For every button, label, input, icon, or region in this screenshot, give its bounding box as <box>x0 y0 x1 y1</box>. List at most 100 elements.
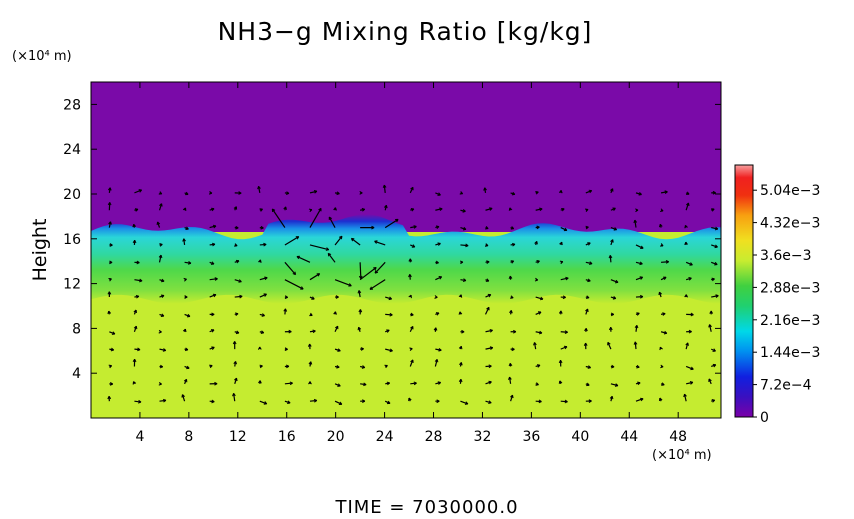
wind-vector <box>686 381 693 385</box>
wind-vector-head <box>458 378 463 383</box>
wind-vector <box>259 293 267 298</box>
wind-vector-head <box>438 347 442 352</box>
wind-vector <box>535 296 544 300</box>
wind-vector-head <box>708 324 712 328</box>
wind-vector-head <box>584 328 588 332</box>
wind-vector-head <box>513 329 517 334</box>
wind-vector <box>384 218 399 229</box>
vector-field <box>107 184 719 406</box>
wind-vector <box>460 244 469 247</box>
wind-vector-head <box>413 225 417 229</box>
wind-vector-head <box>284 347 288 352</box>
wind-vector-head <box>307 343 312 347</box>
wind-vector-head <box>538 399 542 404</box>
wind-vector-head <box>238 279 242 283</box>
wind-vector <box>685 365 694 370</box>
wind-vector-head <box>182 328 187 333</box>
wind-vector-head <box>185 191 189 196</box>
wind-vector-head <box>434 358 439 363</box>
y-tick-label: 4 <box>72 366 81 382</box>
wind-vector-head <box>683 393 687 398</box>
wind-vector-head <box>508 376 512 381</box>
wind-vector <box>369 279 386 290</box>
wind-vector-head <box>308 208 313 213</box>
wind-vector-head <box>234 243 238 247</box>
x-tick-label: 8 <box>184 429 193 445</box>
wind-vector-head <box>133 325 138 330</box>
wind-vector-head <box>258 259 262 263</box>
wind-vector-head <box>186 365 190 370</box>
wind-vector-head <box>711 399 716 403</box>
wind-vector-head <box>663 276 667 281</box>
wind-vector-head <box>209 364 213 369</box>
colorbar-label: 5.04e−3 <box>760 183 820 199</box>
wind-vector-head <box>634 325 639 329</box>
wind-vector-head <box>358 275 363 279</box>
wind-vector-head <box>258 380 262 384</box>
wind-vector-head <box>588 399 592 403</box>
wind-vector <box>708 324 712 332</box>
wind-vector-head <box>640 245 644 249</box>
wind-vector-head <box>437 381 442 385</box>
wind-vector-head <box>508 275 513 280</box>
x-tick-label: 32 <box>474 429 492 445</box>
wind-vector-head <box>589 261 593 265</box>
wind-vector-head <box>458 311 463 315</box>
wind-vector-head <box>536 225 540 230</box>
wind-vector-head <box>608 255 613 259</box>
wind-vector-head <box>337 383 341 387</box>
wind-vector-head <box>382 184 387 189</box>
wind-vector <box>660 191 668 194</box>
wind-vector <box>685 202 690 211</box>
wind-vector <box>560 277 569 281</box>
colorbar-label: 4.32e−3 <box>760 216 820 232</box>
wind-vector-head <box>585 225 589 230</box>
wind-vector-head <box>660 364 664 369</box>
wind-vector-head <box>661 382 665 386</box>
wind-vector-head <box>235 225 239 230</box>
wind-vector <box>484 307 490 315</box>
plot-area <box>91 82 721 418</box>
wind-vector-head <box>511 347 515 352</box>
colorbar-scale <box>734 164 754 418</box>
x-tick-label: 16 <box>278 429 296 445</box>
wind-vector-head <box>158 254 163 259</box>
x-tick-label: 24 <box>376 429 394 445</box>
wind-vector-head <box>159 203 163 207</box>
transition-band <box>91 214 721 304</box>
wind-vector-head <box>295 236 300 240</box>
wind-vector-head <box>508 207 513 211</box>
wind-vector <box>385 296 392 300</box>
wind-vector-head <box>184 295 188 299</box>
wind-vector-head <box>214 381 218 386</box>
wind-vector-head <box>212 224 217 229</box>
wind-vector-head <box>612 207 616 211</box>
wind-vector-head <box>436 399 440 404</box>
wind-vector-head <box>162 398 167 403</box>
wind-vector-head <box>588 189 593 194</box>
y-unit-label: (×10⁴ m) <box>12 49 72 64</box>
wind-vector <box>385 348 393 352</box>
wind-vector <box>134 189 142 194</box>
wind-vector-head <box>181 394 185 398</box>
wind-vector-head <box>363 382 367 387</box>
wind-vector-head <box>483 187 487 191</box>
wind-vector-head <box>389 348 393 353</box>
wind-vector-head <box>435 225 440 230</box>
wind-vector-head <box>312 329 316 334</box>
wind-vector-head <box>714 244 718 249</box>
wind-vector-head <box>690 312 694 317</box>
colorbar: 5.04e−3 4.32e−3 3.6e−3 2.88e−3 2.16e−3 1.44e−… <box>734 164 820 426</box>
wind-vector-head <box>510 394 514 399</box>
wind-vector-head <box>585 308 589 313</box>
wind-vector-head <box>509 310 513 314</box>
wind-vector-head <box>287 400 291 404</box>
wind-vector <box>309 208 322 228</box>
y-tick-label: 8 <box>72 321 81 337</box>
wind-vector-head <box>386 381 391 386</box>
y-tick-label: 28 <box>63 97 81 113</box>
wind-vector <box>359 267 377 281</box>
wind-vector <box>485 207 493 211</box>
wind-vector-head <box>235 330 240 335</box>
colorbar-label: 0 <box>760 410 769 426</box>
